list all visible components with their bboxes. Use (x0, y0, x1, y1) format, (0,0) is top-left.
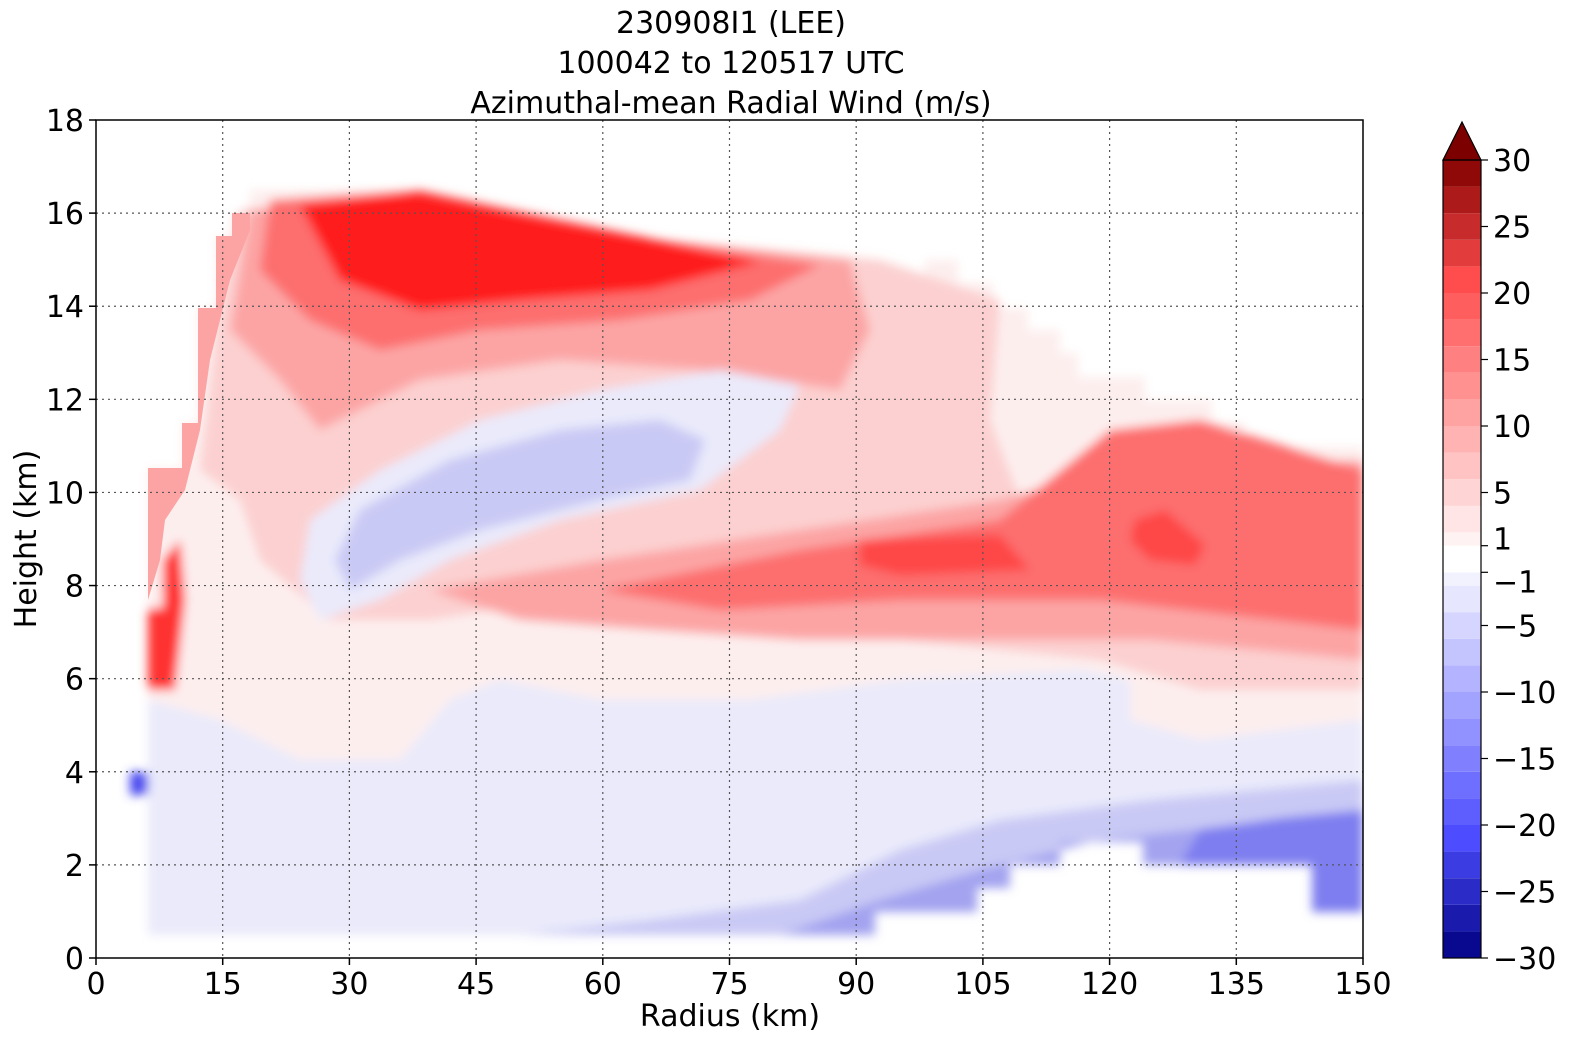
colorbar-segment (1443, 293, 1481, 320)
colorbar-segment (1443, 612, 1481, 639)
x-tick-label: 45 (457, 967, 495, 1002)
colorbar-tick-label: −1 (1493, 565, 1537, 600)
grid (96, 120, 1363, 958)
colorbar-tick-label: 25 (1493, 211, 1531, 246)
x-tick-label: 150 (1334, 967, 1391, 1002)
y-tick-label: 6 (65, 663, 84, 698)
y-tick-label: 2 (65, 849, 84, 884)
region-upper-outflow-max (300, 192, 760, 310)
colorbar-tick-label: −20 (1493, 809, 1556, 844)
colorbar-segment (1443, 718, 1481, 746)
y-tick-label: 8 (65, 570, 84, 605)
colorbar-tick-label: 10 (1493, 410, 1531, 445)
colorbar-segment (1443, 931, 1481, 958)
y-tick-label: 12 (46, 383, 84, 418)
colorbar-segment (1443, 638, 1481, 666)
colorbar-segment (1443, 798, 1481, 825)
region-midlevel-jet-mid (600, 420, 1363, 630)
colorbar-segment (1443, 692, 1481, 719)
colorbar-segment (1443, 545, 1481, 573)
colorbar: 30 25 20 15 10 5 1 −1 −5 −10 −15 −20 −25 −30 (1442, 120, 1556, 977)
region-midlevel-inflow (335, 420, 705, 590)
colorbar-tick-label: −5 (1493, 610, 1537, 645)
colorbar-segment (1443, 160, 1481, 187)
colorbar-tick-label: −30 (1493, 942, 1556, 977)
colorbar-tick-label: 1 (1493, 523, 1512, 558)
region-midlevel-jet-core-2 (1130, 510, 1205, 565)
y-tick-label: 10 (46, 476, 84, 511)
colorbar-segment (1443, 479, 1481, 506)
colorbar-segment (1443, 585, 1481, 613)
colorbar-segment (1443, 904, 1481, 932)
title-line-2: 100042 to 120517 UTC (557, 46, 904, 81)
y-tick-label: 0 (65, 942, 84, 977)
x-tick-label: 135 (1208, 967, 1265, 1002)
x-tick-label: 15 (204, 967, 242, 1002)
x-tick-label: 60 (584, 967, 622, 1002)
colorbar-frame (1442, 159, 1482, 959)
colorbar-segment (1443, 266, 1481, 293)
region-lowlevel-inflow-mid (520, 780, 1363, 935)
colorbar-tick-label: −25 (1493, 876, 1556, 911)
colorbar-segment (1443, 572, 1481, 586)
x-axis-label: Radius (km) (640, 999, 820, 1034)
colorbar-segment (1443, 186, 1481, 214)
colorbar-segment (1443, 532, 1481, 546)
colorbar-segment (1443, 771, 1481, 799)
colorbar-tick-label: 30 (1493, 144, 1531, 179)
y-tick-label: 16 (46, 197, 84, 232)
contour-field (130, 190, 1363, 935)
colorbar-segment (1443, 239, 1481, 267)
x-tick-label: 120 (1081, 967, 1138, 1002)
colorbar-segment (1443, 825, 1481, 852)
colorbar-segment (1443, 319, 1481, 347)
region-inner-edge-outflow (148, 540, 185, 690)
colorbar-segment (1443, 851, 1481, 879)
x-tick-label: 30 (330, 967, 368, 1002)
colorbar-segment (1443, 372, 1481, 400)
colorbar-segment (1443, 745, 1481, 772)
plot-area: 0 15 30 45 60 75 90 105 120 135 150 0 2 4 6 8 10 12 14 16 1… (46, 104, 1392, 1002)
y-tick-label: 18 (46, 104, 84, 139)
y-axis-label: Height (km) (9, 450, 44, 629)
title-line-1: 230908I1 (LEE) (616, 6, 846, 41)
x-tick-label: 0 (86, 967, 105, 1002)
colorbar-tick-label: 15 (1493, 344, 1531, 379)
region-midlevel-jet-core (860, 535, 1030, 575)
x-tick-label: 75 (710, 967, 748, 1002)
x-axis: 0 15 30 45 60 75 90 105 120 135 150 (86, 958, 1392, 1002)
x-tick-label: 90 (837, 967, 875, 1002)
y-axis: 0 2 4 6 8 10 12 14 16 18 (46, 104, 96, 977)
colorbar-segment (1443, 505, 1481, 533)
colorbar-segment (1443, 452, 1481, 480)
colorbar-tick-label: 5 (1493, 477, 1512, 512)
colorbar-segment (1443, 346, 1481, 373)
region-lowlevel-inflow-light (148, 670, 1363, 935)
title-line-3: Azimuthal-mean Radial Wind (m/s) (470, 86, 991, 121)
colorbar-tick-label: −10 (1493, 676, 1556, 711)
inner-edge-strip (148, 213, 250, 600)
region-inner-edge-inflow (130, 772, 148, 795)
colorbar-segment (1443, 426, 1481, 453)
region-lowlevel-inflow-core (1180, 810, 1363, 912)
colorbar-tick-label: 20 (1493, 277, 1531, 312)
x-tick-label: 105 (954, 967, 1011, 1002)
y-tick-label: 4 (65, 756, 84, 791)
colorbar-segment (1443, 665, 1481, 692)
colorbar-tick-label: −15 (1493, 743, 1556, 778)
colorbar-segment (1443, 213, 1481, 240)
y-tick-label: 14 (46, 290, 84, 325)
colorbar-segment (1443, 399, 1481, 426)
colorbar-extend-arrow (1442, 120, 1482, 161)
colorbar-segment (1443, 878, 1481, 905)
